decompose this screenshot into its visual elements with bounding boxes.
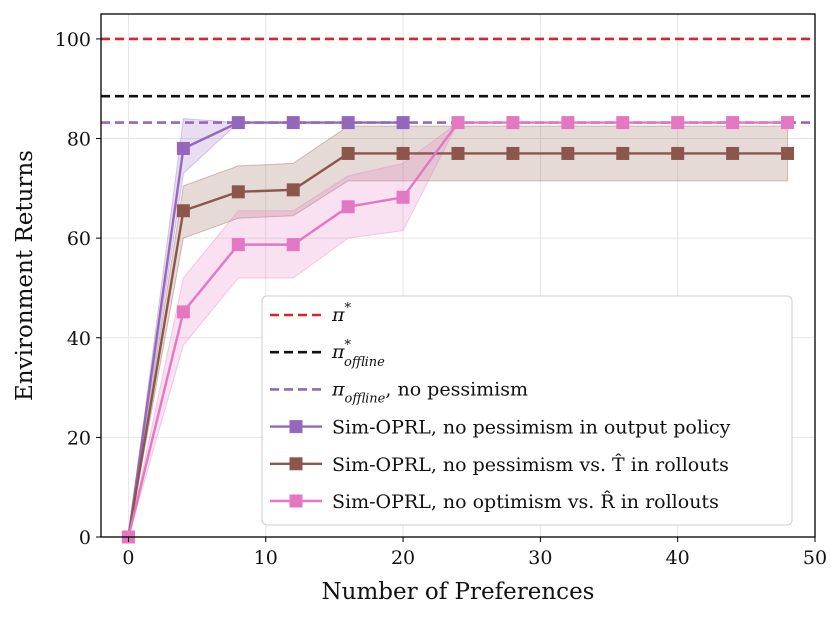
x-tick-label: 0 bbox=[122, 547, 134, 569]
y-tick-label: 100 bbox=[55, 29, 91, 51]
data-point-series-2 bbox=[286, 183, 300, 197]
legend: π* π* offline πoffline, no pessimism Sim-OPR… bbox=[261, 295, 793, 526]
data-point-series-1 bbox=[396, 116, 410, 130]
data-point-series-2 bbox=[176, 204, 190, 218]
series-line-1 bbox=[127, 121, 404, 538]
legend-label-reference-3: πoffline, no pessimism bbox=[331, 378, 528, 406]
data-point-series-2 bbox=[451, 146, 465, 160]
data-point-series-3 bbox=[506, 116, 520, 130]
data-point-series-3 bbox=[671, 116, 685, 130]
plot-frame bbox=[100, 13, 816, 538]
y-axis-title: Environment Returns bbox=[12, 150, 38, 401]
legend-label-series-3: Sim-OPRL, no optimism vs. R̂ in rollouts bbox=[332, 491, 719, 513]
y-tick-label: 60 bbox=[67, 228, 91, 250]
data-point-series-1 bbox=[286, 116, 300, 130]
legend-marker-series-2 bbox=[289, 457, 303, 471]
y-tick-label: 40 bbox=[67, 328, 91, 350]
legend-label-reference-2: π* offline bbox=[331, 338, 385, 370]
y-tick-label: 20 bbox=[67, 427, 91, 449]
data-point-series-3 bbox=[286, 238, 300, 252]
legend-marker-series-3 bbox=[289, 494, 303, 508]
y-tick-label: 80 bbox=[67, 129, 91, 151]
confidence-band-series-1 bbox=[127, 118, 404, 538]
data-point-series-1 bbox=[176, 141, 190, 155]
legend-box bbox=[261, 295, 793, 526]
data-point-series-3 bbox=[561, 116, 575, 130]
x-tick-label: 50 bbox=[803, 547, 827, 569]
data-point-series-3 bbox=[616, 116, 630, 130]
legend-marker-series-1 bbox=[289, 420, 303, 434]
data-point-series-2 bbox=[506, 146, 520, 160]
data-point-series-2 bbox=[671, 146, 685, 160]
data-point-series-2 bbox=[781, 146, 795, 160]
axis-ticks: 0 10 20 30 40 50 0 20 40 60 80 100 bbox=[55, 29, 827, 569]
data-point-series-3 bbox=[176, 305, 190, 319]
data-point-series-2 bbox=[231, 185, 245, 199]
data-point-series-2 bbox=[396, 146, 410, 160]
confidence-band-series-3 bbox=[127, 122, 788, 538]
x-tick-label: 40 bbox=[666, 547, 690, 569]
data-point-series-1 bbox=[341, 116, 355, 130]
series-markers bbox=[121, 116, 795, 544]
x-tick-label: 10 bbox=[254, 547, 278, 569]
data-point-series-3 bbox=[451, 116, 465, 130]
x-axis-title: Number of Preferences bbox=[322, 579, 595, 605]
reference-lines bbox=[101, 37, 815, 124]
data-point-series-2 bbox=[341, 146, 355, 160]
legend-label-series-2: Sim-OPRL, no pessimism vs. T̂ in rollout… bbox=[332, 453, 729, 475]
data-point-series-3 bbox=[341, 200, 355, 214]
y-tick-label: 0 bbox=[79, 527, 91, 549]
data-point-series-2 bbox=[616, 146, 630, 160]
data-point-series-2 bbox=[561, 146, 575, 160]
legend-label-reference-1: π* bbox=[331, 301, 352, 326]
data-point-series-3 bbox=[231, 238, 245, 252]
legend-label-series-1: Sim-OPRL, no pessimism in output policy bbox=[332, 417, 731, 439]
data-point-series-2 bbox=[726, 146, 740, 160]
data-point-series-3 bbox=[396, 190, 410, 204]
x-tick-label: 30 bbox=[528, 547, 552, 569]
data-point-series-3 bbox=[781, 116, 795, 130]
data-point-series-3 bbox=[726, 116, 740, 130]
data-point-series-1 bbox=[231, 116, 245, 130]
x-tick-label: 20 bbox=[391, 547, 415, 569]
